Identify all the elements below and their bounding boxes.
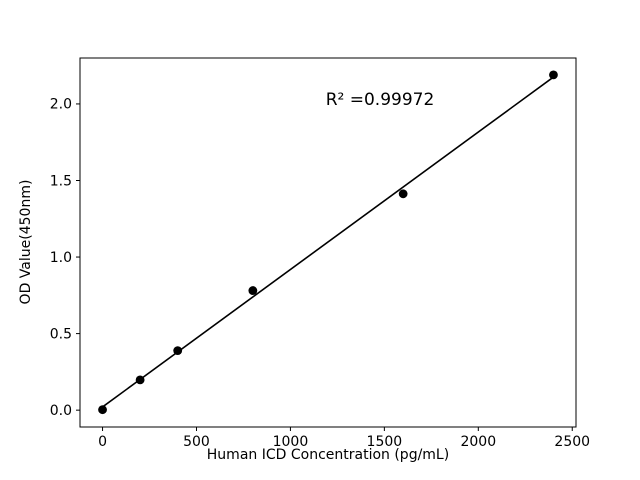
- data-point: [98, 405, 107, 415]
- x-tick-label: 1500: [367, 434, 403, 450]
- data-point: [135, 375, 145, 385]
- x-tick-label: 1000: [273, 434, 309, 450]
- y-tick-label: 1.0: [50, 250, 72, 266]
- x-axis-label: Human ICD Concentration (pg/mL): [206, 447, 450, 463]
- data-point: [398, 189, 408, 199]
- y-tick-label: 1.5: [50, 173, 72, 189]
- x-tick-label: 500: [183, 434, 210, 450]
- x-tick-label: 2000: [460, 434, 496, 450]
- y-tick-label: 0.0: [50, 403, 72, 419]
- data-point: [248, 286, 258, 295]
- fit-line: [102, 76, 554, 408]
- y-axis-label: OD Value(450nm): [18, 179, 34, 305]
- r-squared-annotation: R² =0.99972: [325, 90, 435, 110]
- data-point: [173, 346, 183, 355]
- axes-spines: [79, 57, 577, 428]
- y-tick-label: 2.0: [50, 97, 72, 113]
- data-point: [549, 70, 558, 80]
- x-tick-label: 0: [98, 434, 107, 450]
- x-tick-label: 2500: [554, 434, 590, 450]
- y-tick-label: 0.5: [50, 326, 72, 342]
